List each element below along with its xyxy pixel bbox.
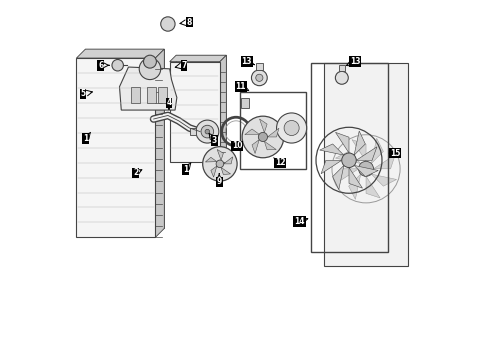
Circle shape (251, 70, 267, 86)
Polygon shape (336, 152, 361, 163)
Polygon shape (349, 174, 361, 199)
Text: 1: 1 (83, 134, 88, 143)
Polygon shape (356, 147, 377, 160)
Bar (242, 98, 249, 108)
Bar (324, 63, 408, 266)
Polygon shape (371, 138, 383, 163)
Bar (339, 65, 345, 71)
Bar (147, 87, 156, 103)
Polygon shape (120, 67, 177, 110)
Bar (240, 92, 306, 169)
Polygon shape (220, 55, 226, 162)
Circle shape (144, 55, 156, 68)
Circle shape (276, 113, 307, 143)
Text: 15: 15 (390, 149, 400, 158)
Text: 13: 13 (242, 57, 252, 66)
Polygon shape (260, 119, 267, 132)
Text: 6: 6 (98, 61, 103, 70)
Circle shape (242, 116, 284, 158)
Polygon shape (373, 155, 395, 169)
Polygon shape (211, 166, 217, 177)
Circle shape (335, 71, 348, 84)
Polygon shape (264, 141, 276, 150)
Polygon shape (170, 62, 220, 162)
Polygon shape (176, 55, 226, 156)
Bar (256, 63, 263, 70)
Polygon shape (76, 58, 155, 237)
Bar (131, 87, 140, 103)
Text: 3: 3 (212, 136, 217, 145)
Circle shape (205, 129, 210, 134)
Polygon shape (245, 129, 259, 135)
Circle shape (342, 153, 356, 167)
Polygon shape (85, 49, 164, 228)
Polygon shape (221, 167, 230, 175)
Circle shape (196, 120, 219, 143)
Circle shape (258, 132, 268, 141)
Text: 8: 8 (187, 18, 192, 27)
Circle shape (359, 161, 373, 176)
Polygon shape (336, 132, 349, 153)
Bar (311, 63, 389, 252)
Text: 2: 2 (133, 168, 138, 177)
Polygon shape (205, 157, 217, 162)
Polygon shape (223, 157, 233, 164)
Polygon shape (155, 49, 164, 237)
Polygon shape (321, 160, 342, 174)
Polygon shape (354, 131, 366, 155)
Polygon shape (337, 169, 359, 183)
Polygon shape (349, 167, 363, 188)
Text: 4: 4 (166, 98, 172, 107)
Text: 13: 13 (350, 57, 361, 66)
Bar (191, 128, 196, 135)
Polygon shape (76, 49, 164, 58)
Text: 1: 1 (183, 165, 189, 174)
Circle shape (203, 147, 237, 181)
Polygon shape (354, 165, 378, 177)
Polygon shape (319, 144, 344, 155)
Polygon shape (366, 176, 380, 198)
Text: 12: 12 (275, 158, 285, 167)
Text: 7: 7 (181, 61, 187, 70)
Polygon shape (252, 140, 259, 153)
Text: 10: 10 (232, 141, 243, 150)
Circle shape (256, 74, 263, 81)
Polygon shape (371, 174, 396, 186)
Circle shape (139, 58, 161, 80)
Polygon shape (268, 128, 279, 137)
Circle shape (161, 17, 175, 31)
Bar (158, 87, 167, 103)
Circle shape (284, 121, 299, 135)
Polygon shape (170, 55, 226, 62)
Polygon shape (352, 140, 366, 161)
Circle shape (201, 125, 214, 138)
Circle shape (112, 59, 123, 71)
Circle shape (216, 160, 223, 168)
Text: 5: 5 (80, 89, 85, 98)
Polygon shape (333, 165, 344, 190)
Text: 14: 14 (294, 217, 305, 226)
Polygon shape (217, 149, 223, 160)
Text: 9: 9 (217, 177, 222, 186)
Text: 11: 11 (236, 82, 246, 91)
